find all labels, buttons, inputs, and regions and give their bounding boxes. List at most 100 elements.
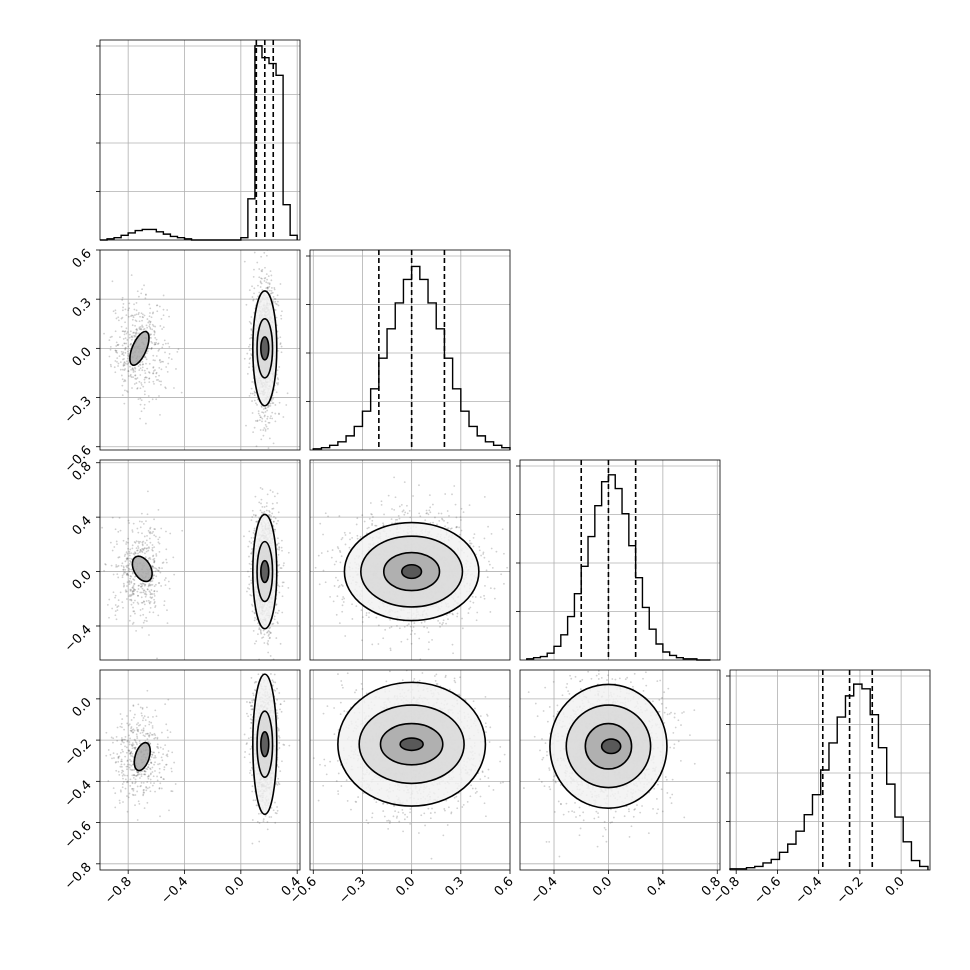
scatter-point bbox=[263, 633, 266, 636]
scatter-point bbox=[253, 391, 256, 394]
scatter-point bbox=[141, 316, 144, 318]
scatter-point bbox=[121, 378, 124, 381]
scatter-point bbox=[276, 383, 279, 386]
scatter-point bbox=[140, 383, 143, 386]
scatter-point bbox=[124, 348, 127, 351]
contour-line bbox=[256, 540, 274, 603]
scatter-point bbox=[103, 569, 106, 572]
scatter-point bbox=[157, 508, 160, 511]
scatter-point bbox=[154, 604, 157, 607]
scatter-point bbox=[143, 593, 146, 595]
scatter-point bbox=[123, 402, 126, 405]
scatter-point bbox=[159, 361, 162, 364]
scatter-point bbox=[270, 515, 272, 517]
scatter-point bbox=[128, 581, 131, 583]
histogram-bars bbox=[312, 265, 511, 450]
scatter-point bbox=[446, 521, 449, 524]
scatter-point bbox=[125, 573, 128, 576]
scatter-point bbox=[121, 330, 124, 333]
scatter-point bbox=[115, 345, 118, 347]
scatter-point bbox=[109, 348, 112, 351]
scatter-point bbox=[266, 406, 269, 409]
scatter-point bbox=[112, 591, 115, 594]
scatter-point bbox=[141, 584, 144, 587]
scatter-point bbox=[165, 561, 168, 564]
scatter-point bbox=[128, 583, 131, 585]
scatter-point bbox=[266, 278, 269, 281]
scatter-point bbox=[155, 341, 158, 344]
scatter-point bbox=[257, 284, 259, 287]
scatter-point bbox=[149, 600, 152, 603]
scatter-point bbox=[149, 591, 152, 594]
scatter-point bbox=[279, 343, 282, 346]
scatter-point bbox=[261, 488, 264, 490]
scatter-point bbox=[110, 335, 113, 338]
scatter-point bbox=[278, 401, 281, 404]
scatter-point bbox=[168, 346, 171, 348]
scatter-point bbox=[139, 550, 142, 553]
scatter-point bbox=[132, 371, 135, 373]
scatter-point bbox=[116, 351, 119, 354]
scatter-point bbox=[146, 326, 149, 329]
scatter-point bbox=[157, 570, 160, 573]
scatter-point bbox=[155, 567, 158, 570]
scatter-point bbox=[361, 514, 364, 517]
scatter-point bbox=[143, 547, 146, 550]
scatter-point bbox=[162, 308, 165, 311]
scatter-point bbox=[388, 627, 391, 629]
scatter-point bbox=[280, 317, 283, 320]
scatter-point bbox=[261, 270, 264, 273]
scatter-point bbox=[121, 296, 124, 299]
scatter-point bbox=[261, 454, 263, 456]
scatter-point bbox=[488, 563, 491, 566]
scatter-point bbox=[123, 584, 126, 587]
scatter-point bbox=[153, 590, 156, 592]
scatter-point bbox=[131, 590, 134, 593]
scatter-point bbox=[133, 590, 135, 593]
scatter-point bbox=[130, 343, 132, 345]
scatter-point bbox=[164, 386, 167, 389]
scatter-point bbox=[269, 626, 272, 629]
scatter-point bbox=[137, 594, 139, 597]
scatter-point bbox=[248, 358, 251, 360]
scatter-point bbox=[155, 371, 158, 374]
scatter-point bbox=[117, 556, 120, 559]
scatter-point bbox=[145, 547, 148, 550]
scatter-point bbox=[162, 343, 164, 346]
scatter-point bbox=[145, 352, 148, 355]
scatter-point bbox=[140, 399, 143, 402]
scatter-point bbox=[269, 489, 272, 492]
scatter-point bbox=[133, 334, 135, 337]
scatter-point bbox=[268, 285, 271, 288]
density-fill bbox=[260, 560, 269, 583]
scatter-point bbox=[133, 579, 136, 581]
scatter-point bbox=[266, 630, 269, 633]
scatter-point bbox=[129, 589, 132, 592]
scatter-point bbox=[132, 367, 134, 370]
scatter-point bbox=[279, 336, 282, 339]
scatter-point bbox=[260, 405, 263, 407]
scatter-point bbox=[153, 574, 155, 577]
scatter-point bbox=[268, 283, 271, 286]
scatter-point bbox=[147, 321, 150, 324]
scatter-point bbox=[490, 547, 493, 550]
scatter-point bbox=[256, 520, 258, 523]
scatter-point bbox=[135, 332, 138, 335]
scatter-point bbox=[134, 335, 136, 338]
scatter-point bbox=[118, 355, 121, 358]
scatter-point bbox=[327, 515, 329, 518]
scatter-point bbox=[472, 601, 475, 604]
scatter-point bbox=[132, 587, 135, 590]
scatter-point bbox=[150, 316, 153, 319]
scatter-point bbox=[261, 637, 263, 639]
scatter-point bbox=[146, 318, 149, 320]
scatter-point bbox=[143, 393, 146, 396]
scatter-point bbox=[329, 595, 332, 598]
scatter-point bbox=[156, 304, 159, 307]
scatter-point bbox=[253, 529, 256, 532]
scatter-point bbox=[120, 374, 123, 377]
scatter-point bbox=[122, 568, 125, 571]
scatter-point bbox=[275, 637, 278, 639]
scatter-point bbox=[144, 552, 146, 555]
scatter-point bbox=[115, 351, 118, 354]
